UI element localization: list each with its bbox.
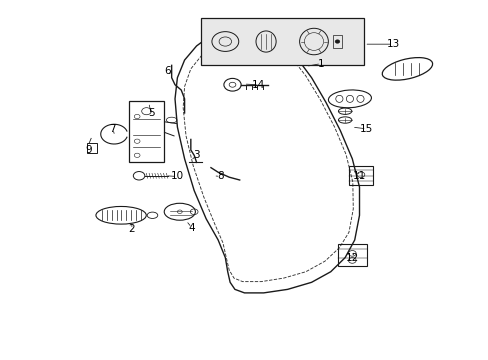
Text: 7: 7 — [109, 124, 116, 134]
Text: 1: 1 — [317, 59, 324, 68]
Text: 3: 3 — [193, 150, 200, 160]
Text: 15: 15 — [359, 124, 372, 134]
Bar — [332, 35, 341, 48]
Bar — [201, 18, 364, 66]
Text: 6: 6 — [164, 66, 171, 76]
Text: 2: 2 — [128, 224, 135, 234]
Text: 14: 14 — [252, 80, 265, 90]
Text: 11: 11 — [352, 171, 366, 181]
Text: 8: 8 — [217, 171, 224, 181]
Bar — [87, 143, 97, 153]
Text: 12: 12 — [345, 253, 358, 262]
Circle shape — [334, 40, 339, 43]
Text: 5: 5 — [147, 108, 154, 118]
Bar — [128, 100, 164, 162]
Bar — [337, 243, 366, 266]
Text: 10: 10 — [170, 171, 183, 181]
Text: 9: 9 — [85, 145, 92, 155]
Text: 13: 13 — [386, 39, 399, 49]
Text: 4: 4 — [188, 222, 195, 233]
Bar — [348, 166, 372, 185]
